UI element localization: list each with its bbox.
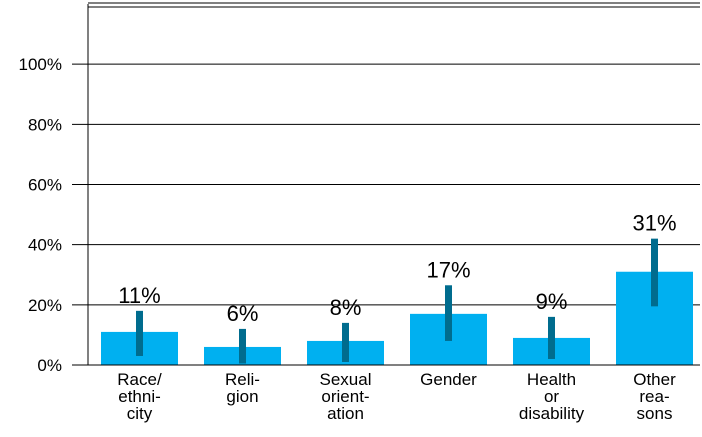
data-label: 6% xyxy=(227,301,259,326)
error-bar xyxy=(445,285,452,341)
x-tick-label-line: ation xyxy=(327,404,364,423)
y-tick-label: 60% xyxy=(28,176,62,195)
y-tick-label: 20% xyxy=(28,296,62,315)
x-tick-label: Race/ethni-city xyxy=(117,370,162,423)
bars xyxy=(101,271,693,365)
x-tick-label: Sexual orient-ation xyxy=(320,370,372,423)
error-bar xyxy=(651,238,658,307)
x-tick-label: Gender xyxy=(420,370,477,389)
x-tick-label-line: Sexual xyxy=(320,370,372,389)
x-tick-label-line: city xyxy=(127,404,153,423)
x-tick-label: Other rea-sons xyxy=(633,370,676,423)
error-bar xyxy=(548,316,555,359)
data-label: 9% xyxy=(536,289,568,314)
data-label: 8% xyxy=(330,295,362,320)
x-tick-label-line: rea- xyxy=(639,387,669,406)
x-tick-label-line: Health xyxy=(527,370,576,389)
data-label: 31% xyxy=(632,211,676,236)
error-bar xyxy=(239,328,246,364)
axes xyxy=(72,2,700,366)
error-bar xyxy=(342,322,349,362)
x-tick-label: Reli-gion xyxy=(225,370,260,406)
data-label: 11% xyxy=(118,283,160,308)
x-tick-label-line: Reli- xyxy=(225,370,260,389)
y-tick-label: 0% xyxy=(37,356,62,375)
x-tick-label-line: sons xyxy=(637,404,673,423)
y-tick-label: 80% xyxy=(28,115,62,134)
x-tick-label-line: or xyxy=(544,387,559,406)
x-tick-label-line: Gender xyxy=(420,370,477,389)
x-tick-label-line: orient- xyxy=(321,387,369,406)
error-bars xyxy=(136,238,658,364)
x-tick-label-line: Race/ xyxy=(117,370,162,389)
x-tick-label-line: gion xyxy=(226,387,258,406)
gridlines xyxy=(72,63,700,366)
y-tick-label: 40% xyxy=(28,236,62,255)
x-tick-label-line: ethni- xyxy=(118,387,161,406)
x-tick-label-line: Other xyxy=(633,370,676,389)
x-tick-label-line: disability xyxy=(519,404,585,423)
y-tick-label: 100% xyxy=(19,55,62,74)
x-tick-label: Health or disability xyxy=(519,370,585,423)
labels: 0% 20% 40% 60% 80% 100% 11% Race/ethni-city 6% Re… xyxy=(19,55,677,423)
error-bar xyxy=(136,310,143,356)
data-label: 17% xyxy=(426,257,470,282)
